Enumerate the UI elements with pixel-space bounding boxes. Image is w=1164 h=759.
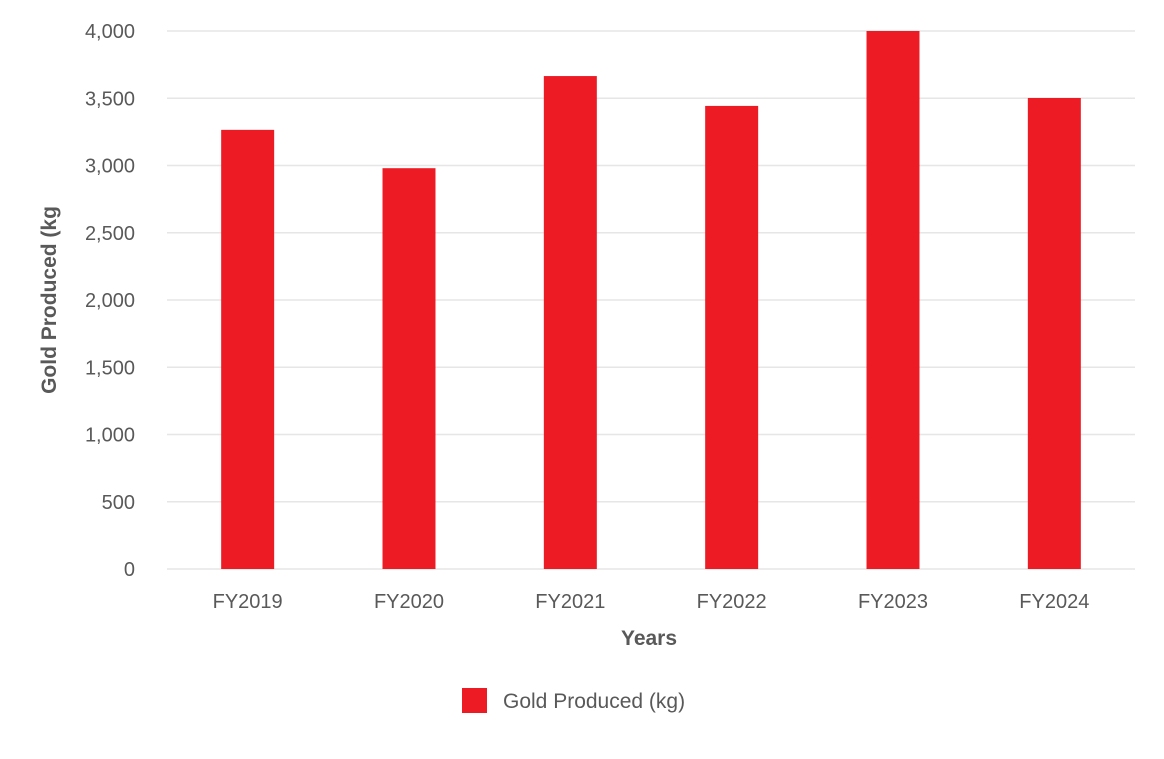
y-tick-label: 4,000 [85,21,135,43]
legend-swatch [462,688,487,713]
legend-label: Gold Produced (kg) [503,690,685,713]
gridlines [167,30,1135,570]
bars [221,31,1081,570]
x-tick-label: FY2020 [374,591,444,613]
y-tick-label: 0 [124,559,135,581]
x-axis-ticks: FY2019 FY2020 FY2021 FY2022 FY2023 FY2024 [213,591,1090,613]
legend: Gold Produced (kg) [462,688,685,713]
bar-fy2021 [543,76,597,570]
x-tick-label: FY2021 [535,591,605,613]
y-tick-label: 500 [102,492,135,514]
y-tick-label: 1,000 [85,425,135,447]
x-tick-label: FY2022 [697,591,767,613]
y-tick-label: 2,500 [85,223,135,245]
bar-fy2024 [1027,97,1081,569]
y-tick-label: 1,500 [85,357,135,379]
bar-fy2023 [866,31,920,569]
bar-fy2019 [221,129,275,570]
x-tick-label: FY2024 [1019,591,1089,613]
x-axis-title: Years [621,627,677,650]
y-tick-label: 2,000 [85,290,135,312]
x-tick-label: FY2023 [858,591,928,613]
bar-fy2022 [705,105,759,569]
y-axis-title: Gold Produced (kg [38,206,61,394]
y-tick-label: 3,000 [85,156,135,178]
bar-fy2020 [382,168,436,569]
y-axis-ticks: 0 500 1,000 1,500 2,000 2,500 3,000 3,500 4,000 [85,21,135,581]
y-tick-label: 3,500 [85,88,135,110]
x-tick-label: FY2019 [213,591,283,613]
